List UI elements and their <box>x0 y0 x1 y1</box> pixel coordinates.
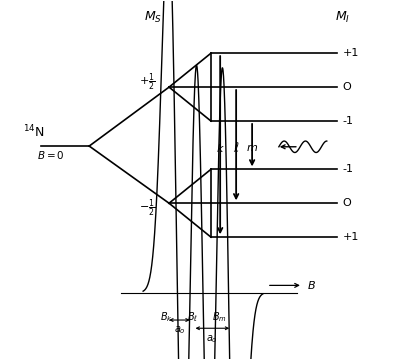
Text: -1: -1 <box>342 116 353 126</box>
Text: -1: -1 <box>342 164 353 174</box>
Text: $k$: $k$ <box>215 142 224 154</box>
Text: $B_\ell$: $B_\ell$ <box>186 310 197 324</box>
Text: $m$: $m$ <box>245 143 257 153</box>
Text: $B_k$: $B_k$ <box>160 310 172 324</box>
Text: +1: +1 <box>342 232 358 242</box>
Text: $+\frac{1}{2}$: $+\frac{1}{2}$ <box>138 71 155 93</box>
Text: $M_I$: $M_I$ <box>334 9 349 24</box>
Text: +1: +1 <box>342 48 358 58</box>
Text: $\ell$: $\ell$ <box>232 141 239 155</box>
Text: $-\frac{1}{2}$: $-\frac{1}{2}$ <box>138 198 155 219</box>
Text: $B_m$: $B_m$ <box>211 310 226 324</box>
Text: $a_o$: $a_o$ <box>173 325 185 337</box>
Text: O: O <box>342 82 350 92</box>
Text: $M_S$: $M_S$ <box>144 9 162 24</box>
Text: $B$: $B$ <box>306 279 315 291</box>
Text: $^{14}$N: $^{14}$N <box>23 123 45 140</box>
Text: $B=0$: $B=0$ <box>37 149 65 161</box>
Text: O: O <box>342 198 350 208</box>
Text: $a_o$: $a_o$ <box>206 333 217 345</box>
